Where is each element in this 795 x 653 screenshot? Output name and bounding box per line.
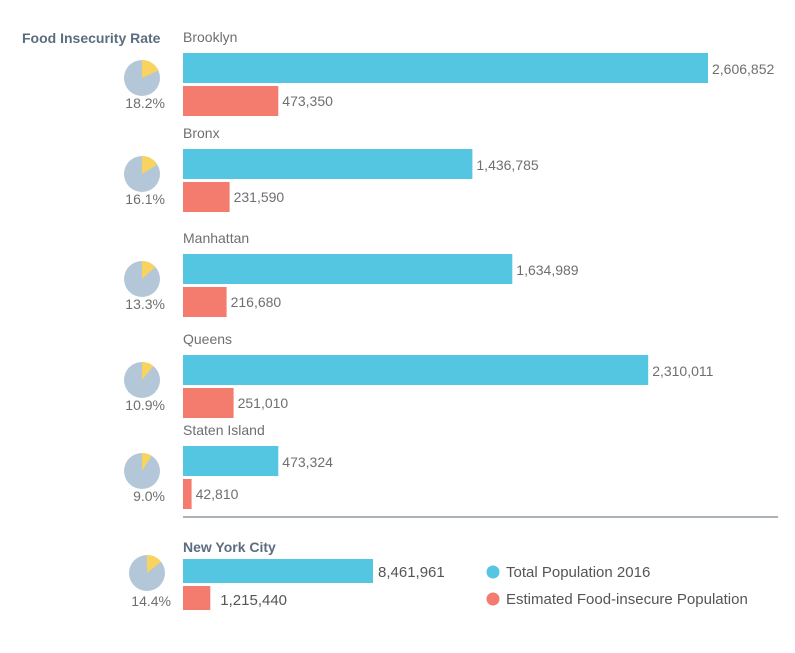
citywide-insecure-bar [183, 586, 211, 610]
pie-slice [147, 555, 162, 573]
borough-row-brooklyn: Brooklyn 2,606,852 473,350 18.2% [124, 29, 774, 116]
rate-pie [124, 453, 160, 489]
legend-swatch [486, 592, 500, 606]
rate-pie [124, 362, 160, 398]
rate-label: 9.0% [133, 488, 165, 504]
borough-name: Queens [183, 331, 232, 347]
citywide-rate-label: 14.4% [131, 593, 171, 609]
total-value-label: 1,634,989 [516, 262, 578, 278]
borough-name: Staten Island [183, 422, 265, 438]
citywide-name: New York City [183, 539, 276, 555]
total-bar [183, 446, 279, 476]
insecure-value-label: 251,010 [238, 395, 289, 411]
rate-label: 16.1% [125, 191, 165, 207]
borough-row-queens: Queens 2,310,011 251,010 10.9% [124, 331, 714, 418]
citywide-total-label: 8,461,961 [378, 564, 445, 581]
insecure-bar [183, 287, 227, 317]
total-bar [183, 53, 708, 83]
citywide-insecure-label: 1,215,440 [220, 592, 287, 609]
citywide-row: New York City 8,461,961 1,215,440 14.4% [129, 539, 445, 610]
insecure-bar [183, 86, 279, 116]
total-value-label: 1,436,785 [476, 157, 538, 173]
citywide-rate-pie [129, 555, 165, 591]
total-bar [183, 254, 513, 284]
pie-slice [142, 261, 156, 279]
insecure-value-label: 42,810 [196, 486, 239, 502]
insecure-bar [183, 182, 230, 212]
insecure-value-label: 231,590 [234, 189, 285, 205]
total-value-label: 2,606,852 [712, 61, 774, 77]
total-bar [183, 355, 649, 385]
borough-name: Brooklyn [183, 29, 237, 45]
pie-slice [142, 156, 158, 174]
legend: Total Population 2016 Estimated Food-inse… [486, 564, 748, 608]
pie-slice [142, 362, 154, 380]
rate-pie [124, 156, 160, 192]
total-bar [183, 149, 473, 179]
legend-label: Total Population 2016 [506, 564, 650, 581]
legend-item-insecure: Estimated Food-insecure Population [486, 591, 748, 608]
pie-slice [142, 453, 152, 471]
borough-row-staten-island: Staten Island 473,324 42,810 9.0% [124, 422, 333, 509]
pie-slice [142, 60, 159, 78]
total-value-label: 473,324 [282, 454, 333, 470]
rate-label: 18.2% [125, 95, 165, 111]
legend-label: Estimated Food-insecure Population [506, 591, 748, 608]
borough-row-bronx: Bronx 1,436,785 231,590 16.1% [124, 125, 539, 212]
rate-pie [124, 60, 160, 96]
borough-name: Manhattan [183, 230, 249, 246]
rate-pie [124, 261, 160, 297]
total-value-label: 2,310,011 [652, 363, 713, 379]
borough-rows: Brooklyn 2,606,852 473,350 18.2% Bronx 1,436,… [124, 29, 774, 509]
insecure-value-label: 216,680 [231, 294, 282, 310]
borough-row-manhattan: Manhattan 1,634,989 216,680 13.3% [124, 230, 579, 317]
borough-name: Bronx [183, 125, 220, 141]
rate-label: 10.9% [125, 397, 165, 413]
legend-item-total: Total Population 2016 [486, 564, 650, 581]
insecure-bar [183, 388, 234, 418]
insecure-bar [183, 479, 192, 509]
rate-label: 13.3% [125, 296, 165, 312]
insecure-value-label: 473,350 [282, 93, 333, 109]
chart-title: Food Insecurity Rate [22, 30, 161, 46]
legend-swatch [486, 565, 500, 579]
citywide-total-bar [183, 559, 373, 583]
